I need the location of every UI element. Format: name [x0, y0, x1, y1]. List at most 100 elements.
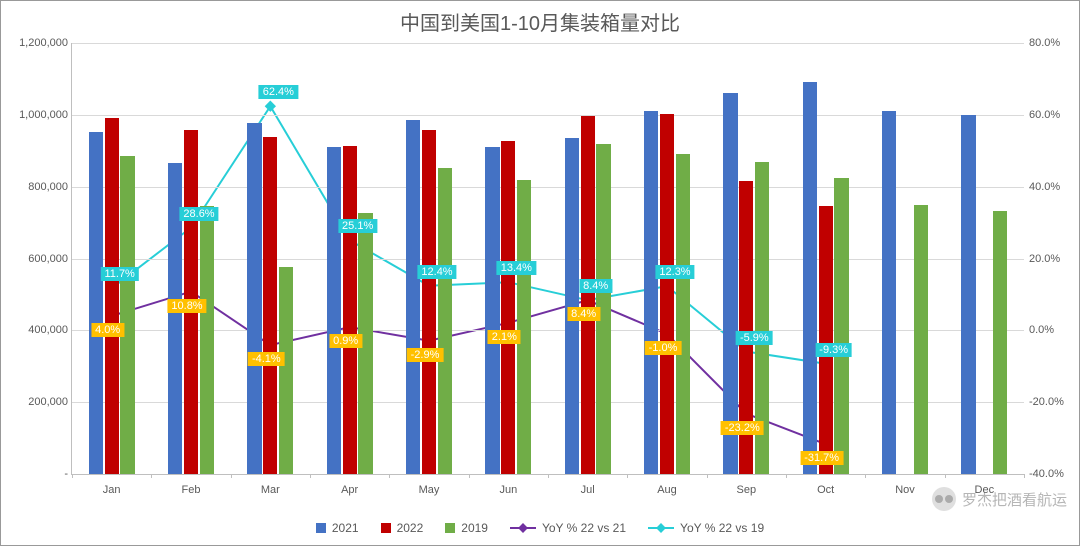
legend-swatch: [381, 523, 391, 533]
x-tick: [72, 474, 73, 478]
x-tick: [627, 474, 628, 478]
data-label: 13.4%: [497, 261, 536, 275]
legend-item: 2021: [316, 521, 359, 535]
watermark: 罗杰把酒看航运: [932, 487, 1067, 511]
data-label: -1.0%: [645, 341, 682, 355]
data-label: 12.3%: [655, 265, 694, 279]
legend: 2021 2022 2019 YoY % 22 vs 21 YoY % 22 vs 19: [1, 521, 1079, 535]
data-label: -9.3%: [815, 343, 852, 357]
x-tick: [865, 474, 866, 478]
y-axis-left-label: 800,000: [10, 181, 68, 193]
legend-label: 2022: [397, 521, 424, 535]
marker: [265, 101, 276, 112]
y-axis-right-label: 80.0%: [1029, 37, 1074, 49]
x-axis-label: Oct: [817, 484, 834, 496]
bar-y2022: [263, 137, 277, 474]
bar-y2019: [993, 211, 1007, 474]
bar-y2022: [343, 146, 357, 474]
x-axis-label: Mar: [261, 484, 280, 496]
bar-y2021: [406, 120, 420, 474]
legend-item: YoY % 22 vs 19: [648, 521, 764, 535]
x-tick: [231, 474, 232, 478]
y-axis-left-label: 1,200,000: [10, 37, 68, 49]
chart-container: 中国到美国1-10月集装箱量对比 -200,000400,000600,0008…: [0, 0, 1080, 546]
data-label: 4.0%: [91, 323, 124, 337]
legend-label: YoY % 22 vs 21: [542, 521, 626, 535]
y-axis-right-label: 60.0%: [1029, 109, 1074, 121]
watermark-text: 罗杰把酒看航运: [962, 489, 1067, 510]
x-axis-label: Feb: [182, 484, 201, 496]
y-axis-left-label: 1,000,000: [10, 109, 68, 121]
line-YoY % 22 vs 19: [112, 106, 826, 364]
bar-y2019: [914, 205, 928, 474]
bar-y2022: [819, 206, 833, 474]
x-tick: [707, 474, 708, 478]
x-tick: [945, 474, 946, 478]
bar-y2021: [565, 138, 579, 474]
bar-y2021: [803, 82, 817, 474]
bar-y2021: [485, 147, 499, 474]
y-axis-right-label: 40.0%: [1029, 181, 1074, 193]
bar-y2021: [882, 111, 896, 474]
x-tick: [389, 474, 390, 478]
y-axis-right-label: -20.0%: [1029, 396, 1074, 408]
bar-y2022: [501, 141, 515, 474]
bar-y2021: [327, 147, 341, 474]
legend-item: 2022: [381, 521, 424, 535]
bar-y2021: [644, 111, 658, 474]
y-axis-right-label: 0.0%: [1029, 324, 1074, 336]
x-axis-label: Aug: [657, 484, 677, 496]
x-axis-label: Apr: [341, 484, 358, 496]
x-axis-label: Sep: [737, 484, 757, 496]
data-label: -2.9%: [407, 348, 444, 362]
legend-item: YoY % 22 vs 21: [510, 521, 626, 535]
line-YoY % 22 vs 21: [112, 292, 826, 445]
x-axis-label: Jul: [581, 484, 595, 496]
data-label: 10.8%: [167, 299, 206, 313]
legend-label: YoY % 22 vs 19: [680, 521, 764, 535]
legend-swatch: [316, 523, 326, 533]
bar-y2022: [422, 130, 436, 474]
x-axis-label: May: [419, 484, 440, 496]
plot-area: -200,000400,000600,000800,0001,000,0001,…: [71, 43, 1024, 475]
legend-label: 2019: [461, 521, 488, 535]
x-axis-label: Jun: [499, 484, 517, 496]
bar-y2021: [723, 93, 737, 474]
watermark-icon: [932, 487, 956, 511]
bar-y2022: [581, 116, 595, 474]
gridline: [72, 43, 1024, 44]
data-label: -23.2%: [721, 421, 764, 435]
data-label: 12.4%: [417, 265, 456, 279]
y-axis-left-label: -: [10, 468, 68, 480]
bar-y2019: [676, 154, 690, 474]
bar-y2019: [834, 178, 848, 474]
bar-y2019: [279, 267, 293, 474]
legend-swatch: [445, 523, 455, 533]
data-label: 62.4%: [259, 85, 298, 99]
x-axis-label: Nov: [895, 484, 915, 496]
y-axis-left-label: 600,000: [10, 253, 68, 265]
y-axis-left-label: 200,000: [10, 396, 68, 408]
bar-y2019: [200, 206, 214, 474]
bar-y2022: [660, 114, 674, 474]
x-tick: [469, 474, 470, 478]
data-label: 11.7%: [100, 267, 138, 281]
y-axis-right-label: -40.0%: [1029, 468, 1074, 480]
data-label: -4.1%: [248, 352, 285, 366]
data-label: -31.7%: [800, 451, 843, 465]
bar-y2019: [517, 180, 531, 474]
data-label: 8.4%: [579, 279, 612, 293]
bar-y2021: [961, 115, 975, 474]
bar-y2019: [120, 156, 134, 474]
y-axis-left-label: 400,000: [10, 324, 68, 336]
x-axis-label: Jan: [103, 484, 121, 496]
data-label: 8.4%: [567, 307, 600, 321]
x-tick: [786, 474, 787, 478]
legend-line: [648, 527, 674, 529]
legend-label: 2021: [332, 521, 359, 535]
data-label: 28.6%: [179, 207, 218, 221]
x-tick: [548, 474, 549, 478]
data-label: -5.9%: [736, 331, 773, 345]
bar-y2022: [105, 118, 119, 474]
bar-y2021: [89, 132, 103, 474]
